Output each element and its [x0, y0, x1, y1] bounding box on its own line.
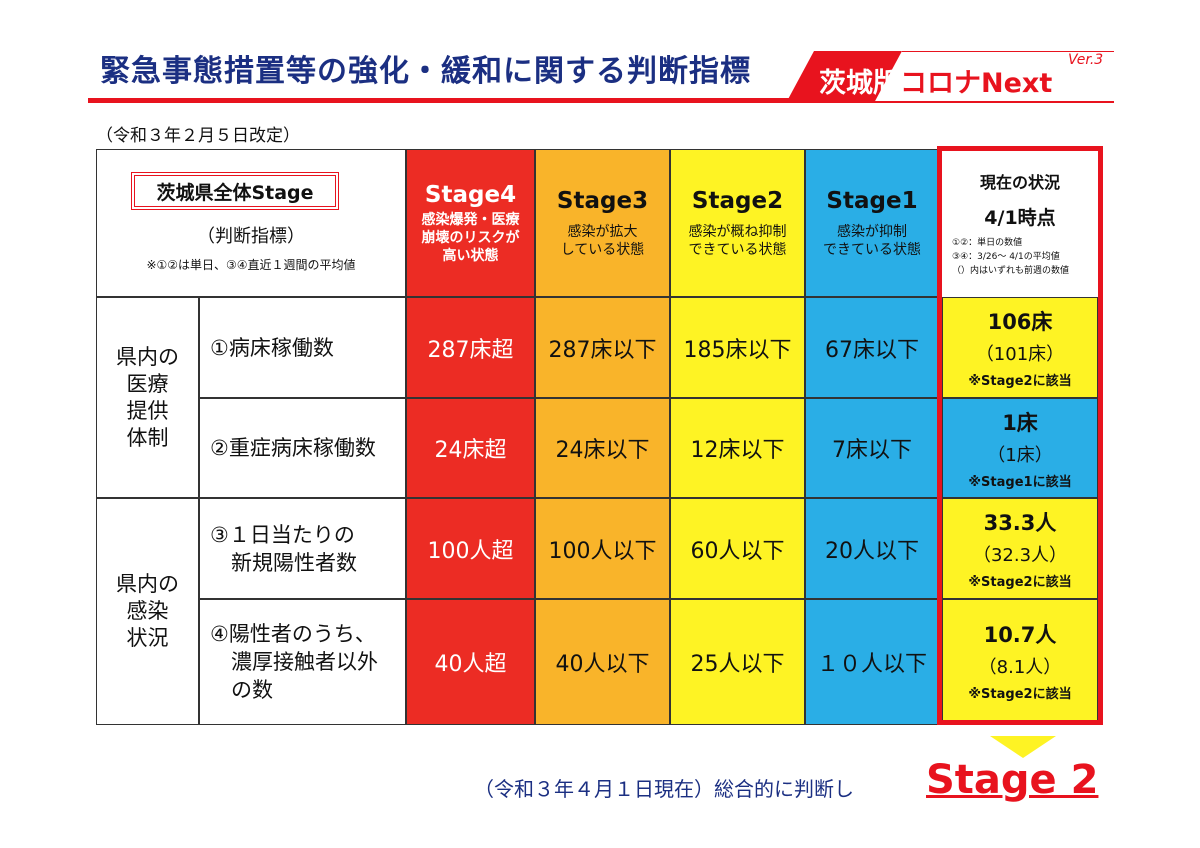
current-note-2: ③④：3/26～ 4/1の平均値	[952, 252, 1060, 262]
stage4-desc-line3: 高い状態	[442, 248, 499, 264]
row1-current: 106床 （101床） ※Stage2に該当	[942, 297, 1098, 398]
brand-banner: 茨城版 コロナNext Ver.3	[786, 51, 1114, 103]
row1-current-value: 106床	[987, 310, 1053, 334]
stage1-label: Stage1	[826, 188, 918, 214]
row2-stage1-value: 7床以下	[805, 398, 939, 498]
row2-previous-value: （1床）	[987, 444, 1053, 466]
row2-current-value: 1床	[1002, 410, 1038, 435]
group-medical-system: 県内の 医療 提供 体制	[96, 297, 199, 498]
brand-version: Ver.3	[1068, 52, 1104, 68]
row2-stage2-value: 12床以下	[670, 398, 805, 498]
current-status-header: 現在の状況 4/1時点 ①②：単日の数値 ③④：3/26～ 4/1の平均値 （）…	[942, 151, 1098, 297]
stage3-desc-line1: 感染が拡大	[567, 224, 638, 240]
row-non-close-contact-line2: 濃厚接触者以外	[210, 650, 378, 674]
row4-current-value: 10.7人	[983, 622, 1057, 647]
row-severe-bed-occupancy-label: ②重症病床稼働数	[199, 398, 406, 498]
stage3-header: Stage3 感染が拡大 している状態	[535, 149, 670, 297]
group-infection-line1: 県内の	[116, 572, 179, 596]
stage2-label: Stage2	[691, 188, 784, 214]
row-non-close-contact-line1: ④陽性者のうち、	[210, 622, 376, 646]
corner-note: ※①②は単日、③④直近１週間の平均値	[146, 258, 356, 272]
current-note-1: ①②：単日の数値	[952, 238, 1023, 248]
brand-prefecture: 茨城版	[819, 68, 900, 99]
row-bed-occupancy-text: ①病床稼働数	[210, 335, 334, 360]
group-infection-line3: 状況	[126, 626, 169, 650]
group-medical-line3: 提供	[126, 398, 169, 423]
row1-stage3-value: 287床以下	[535, 297, 670, 398]
stage4-desc-line2: 崩壊のリスクが	[421, 230, 520, 246]
row-new-positive-cases-line2: 新規陽性者数	[210, 550, 357, 575]
page-title: 緊急事態措置等の強化・緩和に関する判断指標	[100, 54, 751, 89]
row4-stage2-value: 25人以下	[670, 599, 805, 725]
row1-previous-value: （101床）	[975, 344, 1065, 365]
row-new-positive-cases-label: ③１日当たりの 新規陽性者数	[199, 498, 406, 599]
group-medical-line4: 体制	[126, 425, 169, 450]
overall-stage-result: Stage 2	[926, 757, 1099, 803]
row2-stage3-value: 24床以下	[535, 398, 670, 498]
row2-current-stage: ※Stage1に該当	[968, 474, 1072, 490]
row-new-positive-cases-line1: ③１日当たりの	[210, 522, 355, 547]
row3-previous-value: （32.3人）	[972, 545, 1068, 566]
row1-stage2-value: 185床以下	[670, 297, 805, 398]
row4-stage3-value: 40人以下	[535, 599, 670, 725]
stage1-desc-line1: 感染が抑制	[837, 224, 907, 240]
current-status-title: 現在の状況	[979, 173, 1060, 192]
stage1-desc-line2: できている状態	[823, 242, 921, 258]
brand-name: コロナNext	[900, 68, 1053, 99]
row3-current: 33.3人 （32.3人） ※Stage2に該当	[942, 498, 1098, 599]
row1-current-stage: ※Stage2に該当	[968, 374, 1072, 389]
corner-subtitle: （判断指標）	[197, 226, 305, 247]
group-medical-line2: 医療	[126, 371, 169, 396]
overall-stage-badge: 茨城県全体Stage	[131, 172, 339, 210]
stage1-header: Stage1 感染が抑制 できている状態	[805, 149, 939, 297]
title-underline	[88, 98, 808, 103]
row2-stage4-value: 24床超	[406, 398, 535, 498]
conclusion-text: （令和３年４月１日現在）総合的に判断し	[474, 777, 854, 801]
row2-current: 1床 （1床） ※Stage1に該当	[942, 398, 1098, 498]
current-status-date: 4/1時点	[984, 207, 1056, 229]
current-status-highlight-frame	[937, 146, 1103, 725]
revision-date: （令和３年２月５日改定）	[96, 126, 300, 146]
row3-stage4-value: 100人超	[406, 498, 535, 599]
row-non-close-contact-line3: の数	[210, 678, 273, 702]
corner-header: 茨城県全体Stage （判断指標） ※①②は単日、③④直近１週間の平均値	[96, 149, 406, 297]
row3-stage1-value: 20人以下	[805, 498, 939, 599]
row1-stage4-value: 287床超	[406, 297, 535, 398]
stage4-desc-line1: 感染爆発・医療	[421, 212, 520, 228]
row1-stage1-value: 67床以下	[805, 297, 939, 398]
group-medical-line1: 県内の	[116, 344, 179, 369]
row-bed-occupancy-label: ①病床稼働数	[199, 297, 406, 398]
row-non-close-contact-label: ④陽性者のうち、 濃厚接触者以外 の数	[199, 599, 406, 725]
brand-banner-bg	[786, 51, 1114, 103]
down-arrow-icon	[990, 736, 1056, 758]
row3-stage3-value: 100人以下	[535, 498, 670, 599]
row3-current-stage: ※Stage2に該当	[968, 575, 1072, 590]
stage2-desc-line2: できている状態	[688, 242, 787, 258]
row-severe-bed-occupancy-text: ②重症病床稼働数	[210, 436, 376, 460]
row4-current: 10.7人 （8.1人） ※Stage2に該当	[942, 599, 1098, 721]
current-note-3: （）内はいずれも前週の数値	[952, 266, 1070, 276]
stage4-header: Stage4 感染爆発・医療 崩壊のリスクが 高い状態	[406, 149, 535, 297]
stage3-desc-line2: している状態	[560, 242, 645, 258]
stage4-label: Stage4	[424, 182, 517, 208]
row3-stage2-value: 60人以下	[670, 498, 805, 599]
stage2-header: Stage2 感染が概ね抑制 できている状態	[670, 149, 805, 297]
group-infection-status: 県内の 感染 状況	[96, 498, 199, 725]
row4-current-stage: ※Stage2に該当	[968, 686, 1072, 702]
row3-current-value: 33.3人	[983, 511, 1057, 535]
row4-stage4-value: 40人超	[406, 599, 535, 725]
row4-previous-value: （8.1人）	[978, 656, 1062, 678]
group-infection-line2: 感染	[126, 599, 169, 623]
stage3-label: Stage3	[556, 188, 649, 214]
row4-stage1-value: １０人以下	[805, 599, 939, 725]
stage2-desc-line1: 感染が概ね抑制	[688, 224, 787, 240]
